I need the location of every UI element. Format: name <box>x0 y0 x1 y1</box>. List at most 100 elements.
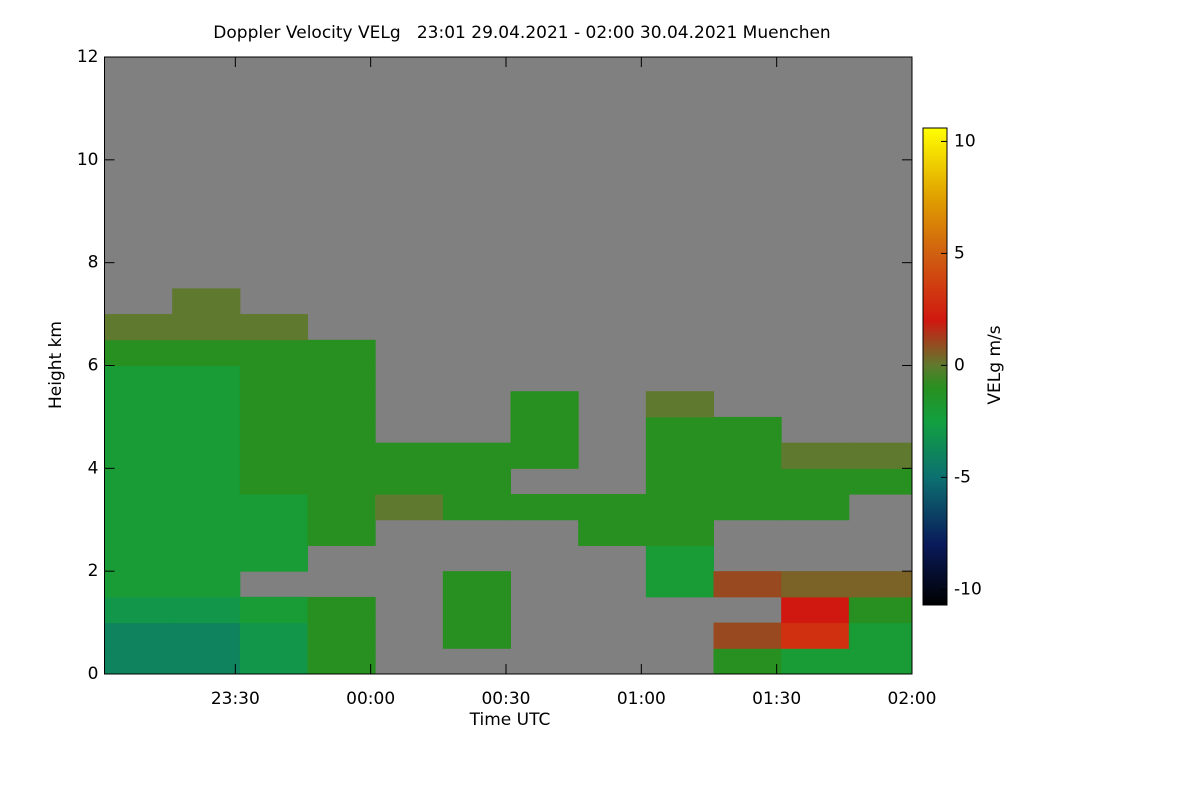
heatmap-cell <box>442 442 512 469</box>
heatmap-cell <box>781 622 850 649</box>
heatmap-cell <box>848 571 913 598</box>
heatmap-cell <box>645 468 715 495</box>
heatmap-cell <box>104 391 173 418</box>
heatmap-cell <box>848 648 913 675</box>
heatmap-cell <box>781 468 850 495</box>
heatmap-cell <box>848 596 913 624</box>
y-tick-label: 10 <box>77 150 99 170</box>
heatmap-cell <box>781 494 850 521</box>
heatmap-cell <box>713 416 782 444</box>
heatmap-cell <box>104 468 173 495</box>
heatmap-cell <box>781 442 850 469</box>
y-tick-label: 6 <box>88 356 99 376</box>
heatmap-cell <box>104 519 173 546</box>
heatmap-cell <box>307 416 376 444</box>
heatmap-cell <box>713 468 782 495</box>
heatmap-cell <box>510 494 579 521</box>
chart-title: Doppler Velocity VELg 23:01 29.04.2021 -… <box>213 23 830 43</box>
heatmap-cell <box>307 622 376 649</box>
heatmap-cell <box>848 442 913 469</box>
heatmap-cell <box>578 519 647 546</box>
x-tick-label: 00:00 <box>346 689 395 709</box>
heatmap-cell <box>307 339 376 366</box>
heatmap-cell <box>307 494 376 521</box>
heatmap-cell <box>442 571 512 598</box>
heatmap-cell <box>713 494 782 521</box>
heatmap-cell <box>239 648 309 675</box>
y-tick-label: 8 <box>88 253 99 273</box>
heatmap-cell <box>307 391 376 418</box>
heatmap-cell <box>645 545 715 572</box>
x-tick-label: 01:00 <box>617 689 666 709</box>
heatmap-cell <box>104 365 173 392</box>
heatmap-cell <box>104 314 173 341</box>
heatmap-cell <box>104 571 173 598</box>
heatmap-cell <box>172 314 241 341</box>
heatmap-cell <box>239 416 309 444</box>
heatmap-cell <box>239 391 309 418</box>
heatmap-cell <box>104 648 173 675</box>
heatmap-cell <box>172 468 241 495</box>
heatmap-cell <box>172 416 241 444</box>
heatmap-cell <box>781 648 850 675</box>
heatmap-cell <box>104 442 173 469</box>
heatmap-cell <box>578 494 647 521</box>
heatmap-cell <box>239 314 309 341</box>
heatmap-cell <box>781 596 850 624</box>
heatmap-cell <box>172 288 241 315</box>
heatmap-cell <box>104 416 173 444</box>
heatmap-cell <box>442 596 512 624</box>
heatmap-cell <box>713 442 782 469</box>
heatmap-cell <box>239 596 309 624</box>
heatmap-cell <box>239 339 309 366</box>
heatmap-cell <box>239 622 309 649</box>
heatmap-cell <box>375 468 444 495</box>
x-axis-label: Time UTC <box>469 710 551 730</box>
heatmap-cell <box>645 416 715 444</box>
heatmap-cell <box>172 494 241 521</box>
heatmap-cell <box>172 622 241 649</box>
heatmap-cell <box>375 442 444 469</box>
heatmap-cell <box>239 494 309 521</box>
heatmap-cell <box>645 494 715 521</box>
heatmap-cell <box>645 519 715 546</box>
heatmap-cell <box>239 442 309 469</box>
heatmap-cell <box>307 596 376 624</box>
heatmap-cell <box>172 339 241 366</box>
y-tick-label: 12 <box>77 47 99 67</box>
heatmap-cell <box>172 519 241 546</box>
heatmap-cell <box>172 442 241 469</box>
y-axis-label: Height km <box>46 321 66 409</box>
heatmap-cell <box>239 365 309 392</box>
colorbar <box>922 127 948 606</box>
heatmap-cell <box>172 571 241 598</box>
heatmap-cell <box>104 339 173 366</box>
y-tick-label: 2 <box>88 561 99 581</box>
heatmap-cell <box>713 571 782 598</box>
heatmap-cell <box>645 391 715 418</box>
heatmap-cell <box>172 391 241 418</box>
heatmap-cell <box>172 596 241 624</box>
colorbar-tick-label: 10 <box>954 131 976 151</box>
heatmap-cell <box>307 365 376 392</box>
colorbar-tick-label: 0 <box>954 355 965 375</box>
y-tick-label: 0 <box>88 664 99 684</box>
heatmap-cell <box>510 442 579 469</box>
heatmap-cell <box>442 494 512 521</box>
x-tick-label: 23:30 <box>211 689 260 709</box>
heatmap-cell <box>172 545 241 572</box>
heatmap-cell <box>713 622 782 649</box>
heatmap-cell <box>645 571 715 598</box>
heatmap-cell <box>172 648 241 675</box>
heatmap-cell <box>442 468 512 495</box>
heatmap-cell <box>510 391 579 418</box>
heatmap-cell <box>781 571 850 598</box>
heatmap-cell <box>848 622 913 649</box>
heatmap-cell <box>239 519 309 546</box>
heatmap-cell <box>104 494 173 521</box>
x-tick-label: 00:30 <box>481 689 530 709</box>
heatmap-cell <box>442 622 512 649</box>
colorbar-tick-label: -5 <box>954 467 971 487</box>
colorbar-tick-label: -10 <box>954 579 982 599</box>
x-tick-label: 02:00 <box>888 689 937 709</box>
